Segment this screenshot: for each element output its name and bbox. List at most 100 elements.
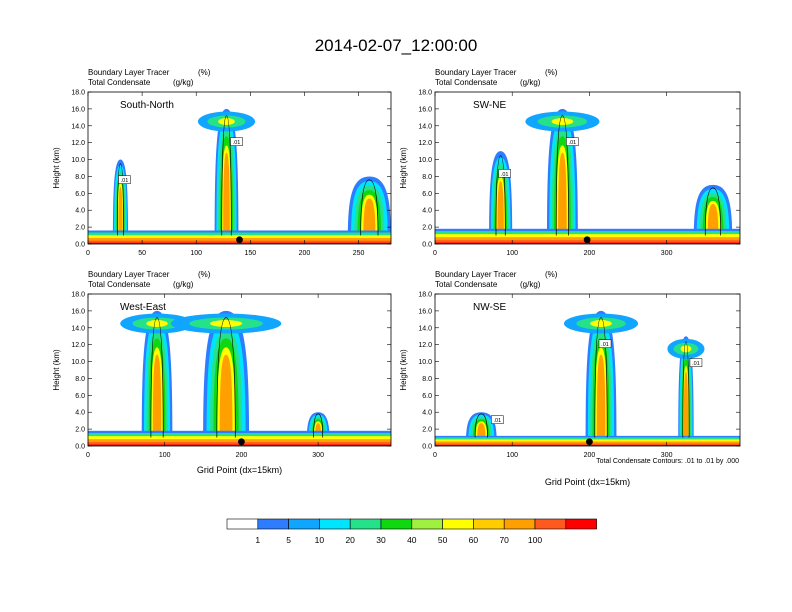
y-tick-label: 16.0 [71,106,85,113]
x-tick-label: 100 [506,452,518,459]
colorbar-label: 100 [528,535,542,545]
x-tick-label: 0 [86,250,90,257]
panel-title-line2: Total Condensate [88,78,151,87]
condensate-contour [117,163,124,236]
condensate-contour [216,317,236,438]
anvil-max [209,320,243,328]
y-tick-label: 6.0 [422,191,432,198]
y-tick-label: 2.0 [422,225,432,232]
anvil-max [680,345,692,353]
y-tick-label: 4.0 [75,410,85,417]
y-tick-label: 12.0 [71,140,85,147]
colorbar: 1 5 10 20 30 40 50 60 70 100 [226,518,597,545]
colorbar-cell [257,518,289,530]
location-marker [236,236,243,244]
y-tick-label: 14.0 [71,123,85,130]
condensate-contour [313,413,324,438]
y-tick-label: 14.0 [71,325,85,332]
surface-tracer-band [88,444,391,446]
panel-title-unit2: (g/kg) [520,280,541,289]
contour-label-box [491,415,504,424]
y-tick-label: 4.0 [75,208,85,215]
colorbar-cell [226,518,259,530]
panel-title-unit1: (%) [545,270,558,279]
y-tick-label: 10.0 [418,157,432,164]
tracer-plume [525,108,600,244]
tracer-field [88,310,391,446]
plot-frame [87,91,392,245]
location-marker [586,438,593,446]
colorbar-label: 5 [286,535,291,545]
y-tick-label: 4.0 [422,208,432,215]
colorbar-label: 50 [438,535,448,545]
tracer-plume [120,310,194,446]
condensate-contour [150,317,164,438]
y-tick-label: 12.0 [71,342,85,349]
surface-tracer-band [88,242,391,244]
panel-title-unit1: (%) [198,270,211,279]
footnote: Total Condensate Contours: .01 to .01 by… [596,458,739,465]
y-tick-label: 18.0 [418,292,432,299]
x-tick-label: 100 [159,452,171,459]
panel-label: NW-SE [473,302,506,313]
y-tick-label: 14.0 [418,123,432,130]
colorbar-cell [349,518,382,530]
panel-title-unit1: (%) [545,68,558,77]
x-tick-label: 300 [312,452,324,459]
condensate-contour [704,187,722,236]
y-tick-label: 10.0 [71,359,85,366]
y-axis-label: Height (km) [52,147,61,189]
y-tick-label: 14.0 [418,325,432,332]
condensate-contour [682,341,690,438]
contour-label-box [118,175,131,184]
contour-label: .01 [494,418,502,424]
condensate-contour [360,179,379,236]
panel-title-line2: Total Condensate [435,78,498,87]
y-axis-label: Height (km) [399,349,408,391]
contour-label-box [566,137,579,146]
x-tick-label: 300 [661,250,673,257]
colorbar-cell [503,518,536,530]
y-tick-label: 12.0 [418,140,432,147]
y-tick-label: 4.0 [422,410,432,417]
contour-label-box [498,169,511,178]
x-tick-label: 300 [661,452,673,459]
tracer-plume [563,310,639,446]
contour-label-box [230,137,243,146]
location-marker [583,236,591,244]
contour-label: .01 [501,172,509,178]
anvil-max [590,320,612,328]
contour-label: .01 [601,342,609,348]
x-tick-label: 100 [506,250,518,257]
anvil-max [551,118,574,126]
colorbar-label: 1 [255,535,260,545]
panel-title-unit2: (g/kg) [520,78,541,87]
y-tick-label: 2.0 [75,427,85,434]
plot-frame [434,91,741,245]
surface-tracer-band [435,242,740,244]
condensate-contour [555,115,569,236]
contour-label: .01 [233,140,241,146]
panel-title-unit2: (g/kg) [173,280,194,289]
y-tick-label: 8.0 [75,376,85,383]
x-tick-label: 0 [433,250,437,257]
panel-label: West-East [120,302,166,313]
y-axis-label: Height (km) [52,349,61,391]
y-tick-label: 18.0 [71,90,85,97]
y-tick-label: 8.0 [75,174,85,181]
y-tick-label: 6.0 [75,191,85,198]
panel-label: South-North [120,100,174,111]
tracer-plume [197,108,256,244]
y-tick-label: 0.0 [422,444,432,451]
contour-label: .01 [569,140,577,146]
y-tick-label: 12.0 [418,342,432,349]
panel-title-unit2: (g/kg) [173,78,194,87]
y-tick-label: 8.0 [422,174,432,181]
y-tick-label: 6.0 [75,393,85,400]
colorbar-label: 20 [345,535,355,545]
panel-title-unit1: (%) [198,68,211,77]
y-tick-label: 2.0 [75,225,85,232]
x-axis-label: Grid Point (dx=15km) [545,477,630,487]
panel-title-line1: Boundary Layer Tracer [88,270,170,279]
